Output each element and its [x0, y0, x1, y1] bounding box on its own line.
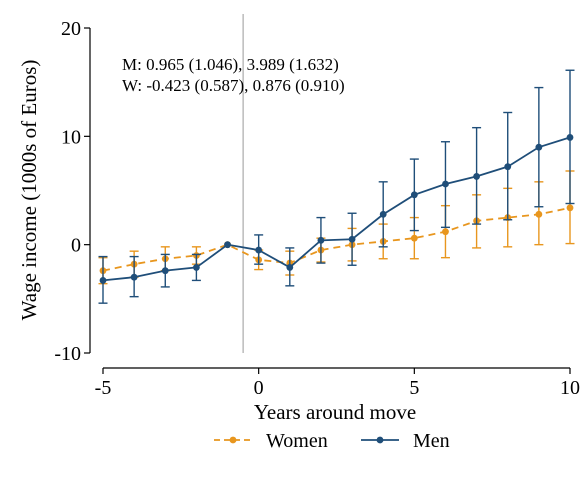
data-point [442, 180, 449, 188]
data-point [410, 191, 418, 199]
series-layer [98, 69, 575, 304]
data-point [566, 134, 574, 141]
y-tick-label: -10 [54, 343, 81, 365]
data-point [99, 277, 107, 284]
legend-women-label: Women [266, 430, 328, 452]
data-point [566, 204, 574, 212]
data-point [193, 264, 200, 271]
data-point [348, 235, 356, 243]
y-tick-label: 10 [61, 126, 81, 148]
series-line [102, 206, 571, 272]
data-point [255, 246, 263, 254]
x-tick-label: -5 [95, 377, 112, 399]
data-point [473, 173, 480, 180]
x-axis-title: Years around move [254, 400, 416, 424]
data-point [410, 234, 418, 242]
data-point [504, 163, 512, 171]
y-tick-label: 0 [71, 235, 81, 257]
annotation-women: W: -0.423 (0.587), 0.876 (0.910) [122, 76, 345, 95]
data-point [535, 210, 543, 218]
x-tick-label: 10 [560, 377, 580, 399]
data-point [161, 267, 169, 275]
legend-men-marker [376, 436, 384, 444]
data-point [535, 143, 543, 151]
series-men [98, 69, 575, 304]
data-point [286, 264, 294, 271]
legend: Women Men [214, 430, 450, 452]
data-point [317, 236, 325, 244]
x-tick-label: 5 [409, 377, 419, 399]
series-line [102, 136, 571, 282]
annotation-men: M: 0.965 (1.046), 3.989 (1.632) [122, 55, 339, 74]
tick-layer: -10 0 10 20 -5 0 5 10 [54, 18, 580, 399]
data-point [379, 210, 387, 218]
data-point [130, 273, 138, 281]
y-axis-title: Wage income (1000s of Euros) [17, 60, 41, 321]
x-tick-label: 0 [254, 377, 264, 399]
legend-women-marker [229, 436, 237, 444]
legend-men-label: Men [413, 430, 450, 452]
data-point [442, 228, 449, 236]
y-tick-label: 20 [61, 18, 81, 40]
data-point [224, 241, 231, 249]
series-women [98, 170, 575, 285]
plot-axes [89, 28, 570, 369]
